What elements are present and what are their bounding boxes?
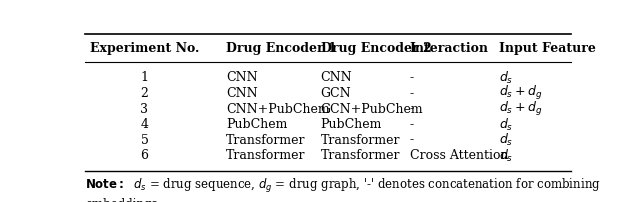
Text: 6: 6 xyxy=(141,149,148,162)
Text: PubChem: PubChem xyxy=(227,118,288,131)
Text: 3: 3 xyxy=(141,102,148,116)
Text: -: - xyxy=(410,71,414,84)
Text: -: - xyxy=(410,134,414,147)
Text: $d_s$: $d_s$ xyxy=(499,132,513,148)
Text: GCN: GCN xyxy=(321,87,351,100)
Text: Interaction: Interaction xyxy=(410,42,489,55)
Text: $d_s + d_g$: $d_s + d_g$ xyxy=(499,84,543,102)
Text: $\mathbf{Note:}$  $d_s$ = drug sequence, $d_g$ = drug graph, '-' denotes concate: $\mathbf{Note:}$ $d_s$ = drug sequence, … xyxy=(85,177,601,196)
Text: $d_s$: $d_s$ xyxy=(499,70,513,86)
Text: $d_s$: $d_s$ xyxy=(499,117,513,133)
Text: Experiment No.: Experiment No. xyxy=(90,42,199,55)
Text: Transformer: Transformer xyxy=(227,134,306,147)
Text: embeddings.: embeddings. xyxy=(85,198,161,202)
Text: 5: 5 xyxy=(141,134,148,147)
Text: $d_s + d_g$: $d_s + d_g$ xyxy=(499,100,543,118)
Text: Transformer: Transformer xyxy=(227,149,306,162)
Text: 4: 4 xyxy=(141,118,148,131)
Text: 2: 2 xyxy=(141,87,148,100)
Text: Transformer: Transformer xyxy=(321,134,400,147)
Text: -: - xyxy=(410,118,414,131)
Text: Drug Encoder 1: Drug Encoder 1 xyxy=(227,42,337,55)
Text: PubChem: PubChem xyxy=(321,118,382,131)
Text: GCN+PubChem: GCN+PubChem xyxy=(321,102,423,116)
Text: Transformer: Transformer xyxy=(321,149,400,162)
Text: -: - xyxy=(410,87,414,100)
Text: CNN: CNN xyxy=(321,71,352,84)
Text: CNN: CNN xyxy=(227,87,258,100)
Text: CNN: CNN xyxy=(227,71,258,84)
Text: $d_s$: $d_s$ xyxy=(499,148,513,164)
Text: Drug Encoder 2: Drug Encoder 2 xyxy=(321,42,431,55)
Text: 1: 1 xyxy=(141,71,148,84)
Text: -: - xyxy=(410,102,414,116)
Text: Input Feature: Input Feature xyxy=(499,42,596,55)
Text: Cross Attention: Cross Attention xyxy=(410,149,508,162)
Text: CNN+PubChem: CNN+PubChem xyxy=(227,102,330,116)
